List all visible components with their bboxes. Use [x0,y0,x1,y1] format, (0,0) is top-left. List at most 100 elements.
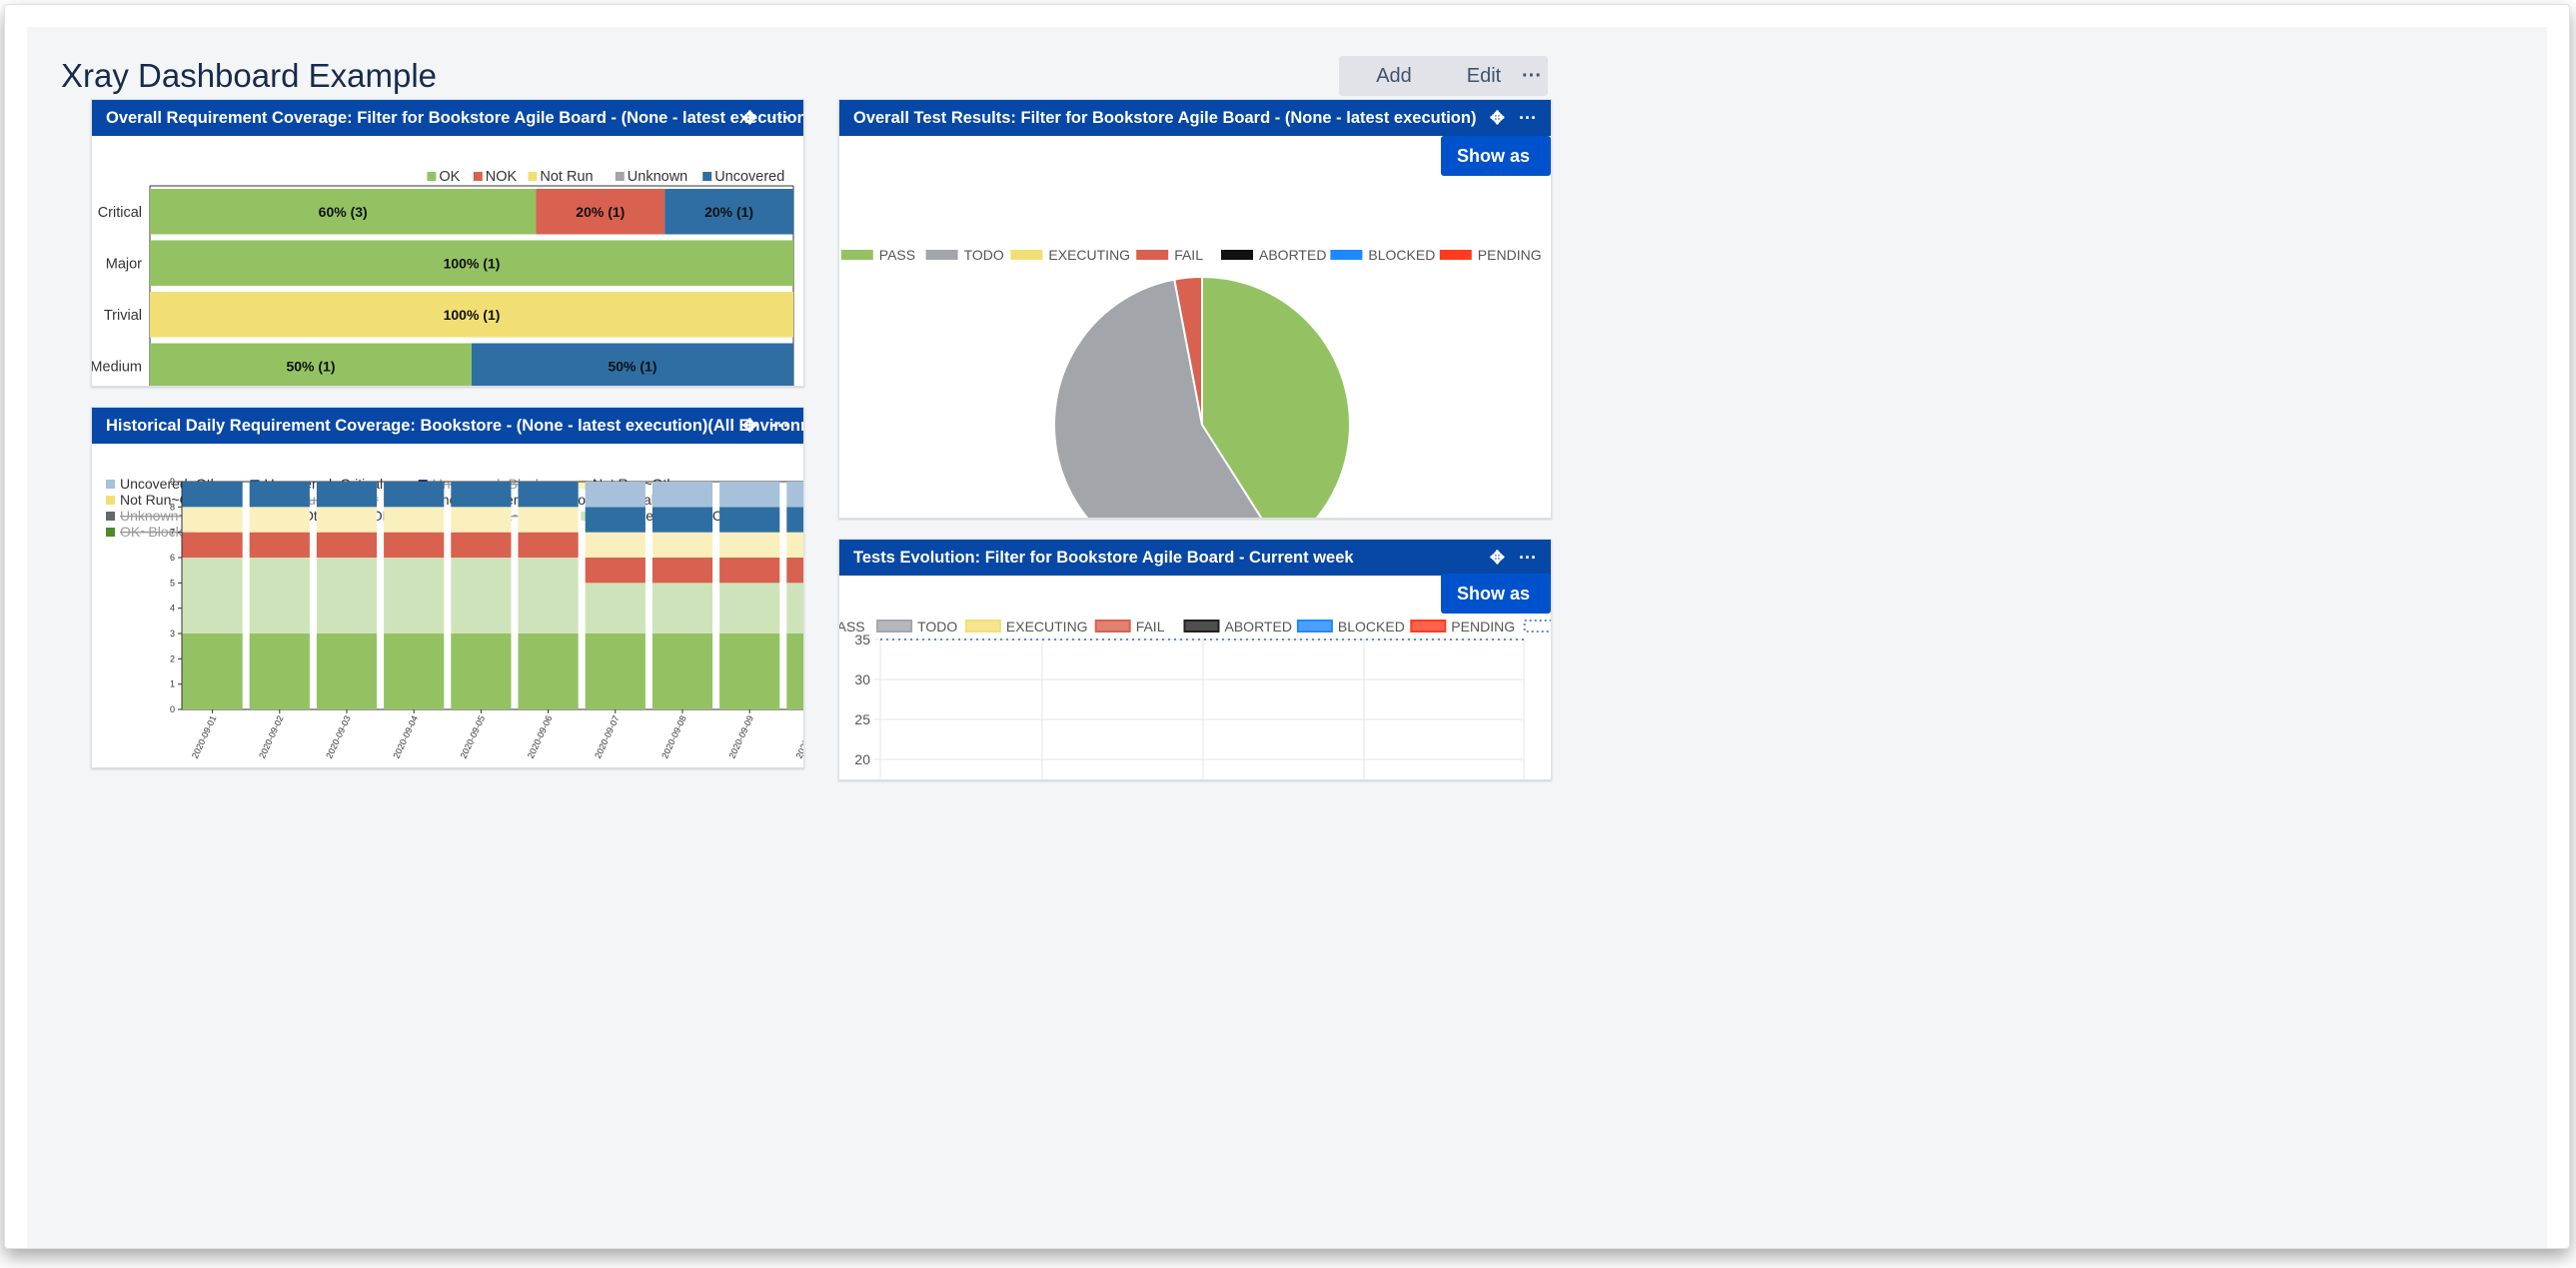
test-results-pie-chart: PASS TODO EXECUTING FAIL ABORTED BLOCKED PENDI… [840,247,1542,518]
legend-swatch [106,528,115,537]
legend-swatch [1296,620,1333,633]
legend-label: Uncovered [714,169,784,185]
move-icon[interactable]: ✥ [1489,108,1506,128]
y-tick-label: 7 [170,528,175,538]
gadget-title: Overall Requirement Coverage: Filter for… [106,109,803,127]
bar-segment [719,482,780,508]
y-tick-label: 6 [170,553,175,563]
bar-segment [585,583,645,634]
bar-segment [316,558,378,634]
legend-swatch [106,496,115,505]
legend-label: PASS [879,247,915,263]
legend-swatch [106,512,115,521]
bar-segment [664,189,793,235]
bar-segment [384,532,445,558]
more-icon[interactable]: ··· [771,416,789,436]
more-icon[interactable]: ··· [1519,548,1537,568]
gadget-title: Tests Evolution: Filter for Bookstore Ag… [853,549,1354,567]
bar-segment [384,558,445,634]
bar-segment [249,558,310,634]
dashboard-more-button[interactable]: ··· [1516,56,1548,96]
bar-segment [150,240,793,286]
more-icon[interactable]: ··· [771,108,789,128]
legend-label: BLOCKED [1368,247,1435,263]
bar-segment [472,343,793,386]
more-icon[interactable]: ··· [1519,108,1537,128]
bar-data-label: 20% (1) [704,204,753,220]
legend-label: TODO [917,619,957,634]
bar-data-label: 100% (1) [444,307,501,323]
y-tick-label: 1 [170,679,175,689]
bar-segment [585,634,645,709]
bar-segment [316,507,378,533]
legend-swatch [579,480,588,489]
legend-swatch [876,620,913,633]
bar-segment [786,482,803,508]
bar-data-label: 60% (3) [319,204,368,220]
page-title: Xray Dashboard Example [61,57,438,94]
bar-segment [249,532,310,558]
y-category-label: Critical [98,205,142,221]
y-tick-label: 30 [854,671,870,687]
gadget-historical-coverage: Historical Daily Requirement Coverage: B… [91,407,804,768]
bar-segment [249,482,310,508]
bar-segment [150,189,537,235]
legend-label: ABORTED [1225,619,1292,634]
historical-coverage-chart: Uncovered~OtherUncovered~CriticalUncover… [106,476,803,760]
bar-segment [249,634,310,709]
bar-segment [182,507,243,533]
y-tick-label: 20 [854,751,870,767]
bar-segment [786,583,803,634]
legend-label: NOK [486,169,518,185]
legend-label: EXECUTING [1048,247,1130,263]
bar-segment [384,507,445,533]
legend-label: PASS [839,619,865,634]
bar-segment [518,507,579,533]
bar-segment [384,634,445,709]
legend-label: OK [439,169,460,185]
move-icon[interactable]: ✥ [741,108,758,128]
x-tick-label: 2020-09-04 [391,714,420,760]
bar-segment [786,507,803,533]
bar-segment [585,507,645,533]
show-as-table-button[interactable]: Show as Table [1441,136,1551,206]
gadget-header: Historical Daily Requirement Coverage: B… [92,408,803,444]
bar-segment [651,558,713,584]
legend-label: PENDING [1451,619,1515,634]
legend-swatch [473,172,483,181]
bar-data-label: 100% (1) [444,255,501,271]
gadget-header: Overall Test Results: Filter for Booksto… [839,100,1551,136]
bar-segment [651,634,713,709]
bar-segment [585,532,645,558]
legend-swatch [1094,620,1131,633]
bar-segment [651,532,713,558]
dashboard-page: Xray Dashboard Example Add gadget Edit l… [27,27,2547,1248]
legend-swatch [964,620,1001,633]
x-tick-label: 2020-09-05 [459,714,488,760]
legend-label: OK~Blocker [120,524,195,540]
bar-segment [182,558,243,634]
legend-swatch [106,480,115,489]
y-tick-label: 9 [170,477,175,487]
x-tick-label: 2020-09-09 [726,714,755,760]
bar-segment [451,558,512,634]
bar-segment [719,507,780,533]
pie-slice-todo [1053,278,1263,518]
y-tick-label: 3 [170,629,175,638]
legend-swatch [1183,620,1220,633]
y-tick-label: 2 [170,653,175,663]
legend-swatch [1136,250,1169,260]
y-category-label: Major [106,256,142,272]
y-tick-label: 5 [170,578,175,588]
x-tick-label: 2020-09-10 [794,714,803,760]
legend-label: TODO [964,247,1004,263]
legend-swatch [925,250,958,260]
bar-segment [316,634,378,709]
move-icon[interactable]: ✥ [741,416,758,436]
bar-segment [536,189,665,235]
gadget-title: Overall Test Results: Filter for Booksto… [853,109,1477,127]
move-icon[interactable]: ✥ [1489,548,1506,568]
bar-segment [585,558,645,584]
x-tick-label: 2020-09-07 [593,714,622,760]
